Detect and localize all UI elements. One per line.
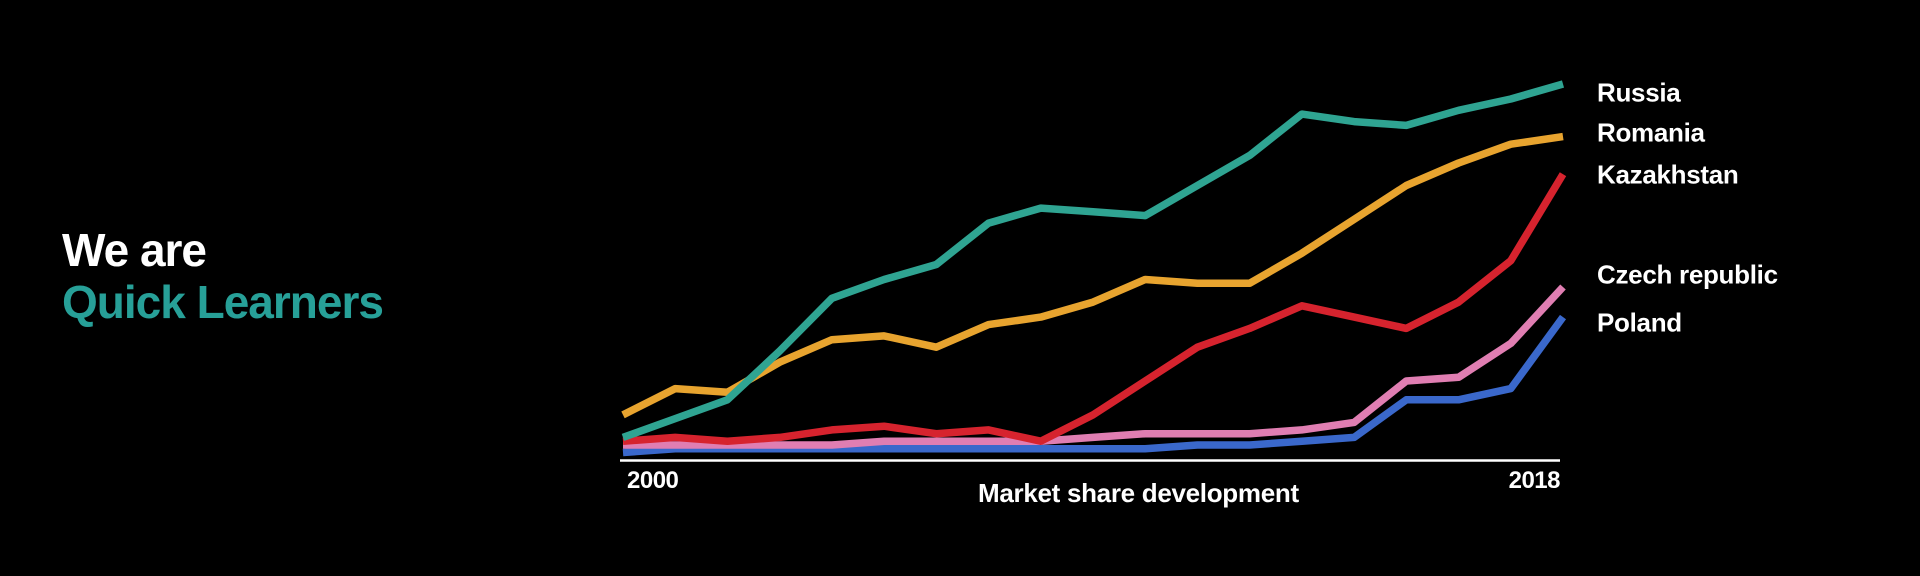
x-axis-end-label: 2018 [1508,467,1561,494]
series-line-czech-republic [623,284,1566,449]
series-line-kazakhstan [622,172,1567,445]
x-axis-start-label: 2000 [627,467,679,494]
series-line-russia [621,80,1565,441]
chart-title: Market share development [978,478,1299,508]
hero-tagline: We are Quick Learners [62,224,384,328]
hero-line-2: Quick Learners [62,276,384,328]
hero-line-1: We are [62,224,207,276]
series-line-romania [621,132,1564,419]
series-line-poland [622,314,1567,457]
